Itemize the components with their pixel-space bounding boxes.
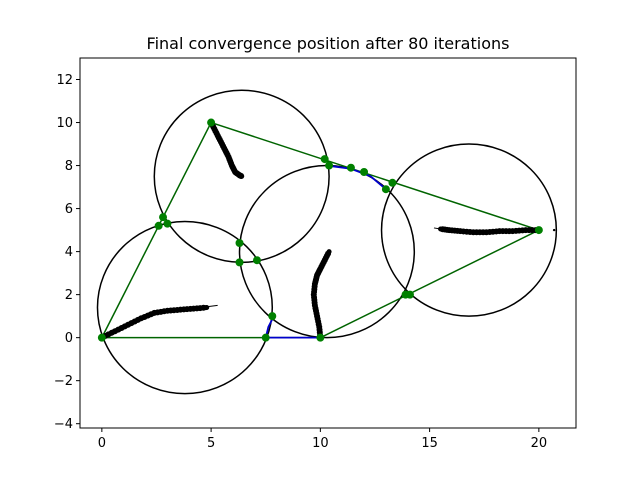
trail-point bbox=[325, 250, 331, 257]
axes-frame bbox=[79, 57, 577, 429]
boundary-line bbox=[101, 122, 212, 338]
y-tick-label: 2 bbox=[65, 288, 73, 303]
intersection-marker bbox=[268, 312, 277, 321]
y-tick-label: 12 bbox=[56, 73, 73, 88]
boundary-line bbox=[210, 121, 540, 231]
intersection-marker bbox=[207, 118, 216, 127]
x-tick-label: 15 bbox=[421, 436, 438, 451]
intersection-marker bbox=[163, 219, 172, 228]
x-axis: 0 5 10 15 20 bbox=[98, 428, 547, 451]
y-tick-label: 8 bbox=[65, 159, 73, 174]
intersection-marker bbox=[316, 333, 325, 342]
x-tick-label: 20 bbox=[531, 436, 548, 451]
intersection-marker bbox=[320, 155, 329, 164]
y-tick-label: −4 bbox=[54, 417, 73, 432]
x-tick-label: 5 bbox=[207, 436, 215, 451]
x-tick-label: 10 bbox=[312, 436, 329, 451]
intersection-marker bbox=[159, 213, 168, 222]
intersection-marker bbox=[235, 258, 244, 267]
y-tick-label: 0 bbox=[65, 331, 73, 346]
chart-title: Final convergence position after 80 iter… bbox=[147, 34, 510, 53]
y-tick-label: 6 bbox=[65, 202, 73, 217]
intersection-marker bbox=[97, 333, 106, 342]
trail-point bbox=[439, 226, 446, 233]
intersection-marker bbox=[360, 168, 369, 177]
trail-point bbox=[238, 173, 245, 180]
intersection-marker bbox=[154, 221, 163, 230]
plot-area bbox=[96, 89, 558, 395]
boundary-line bbox=[320, 229, 540, 339]
region-circle bbox=[380, 143, 558, 317]
intersection-marker bbox=[388, 178, 397, 187]
y-axis: −4 −2 0 2 4 6 8 10 12 bbox=[54, 73, 80, 432]
intersection-marker bbox=[325, 161, 334, 170]
extra-point bbox=[552, 228, 556, 232]
x-tick-label: 0 bbox=[98, 436, 106, 451]
trail-point bbox=[200, 304, 207, 311]
intersection-marker bbox=[261, 333, 270, 342]
intersection-marker bbox=[534, 226, 543, 235]
intersection-marker bbox=[235, 239, 244, 247]
intersection-marker bbox=[252, 256, 261, 265]
region-circle bbox=[96, 220, 274, 395]
y-tick-label: 4 bbox=[65, 245, 73, 260]
y-tick-label: 10 bbox=[56, 116, 73, 131]
y-tick-label: −2 bbox=[54, 374, 73, 389]
intersection-marker bbox=[346, 163, 355, 172]
intersection-marker bbox=[405, 290, 414, 299]
intersection-marker bbox=[381, 185, 390, 194]
